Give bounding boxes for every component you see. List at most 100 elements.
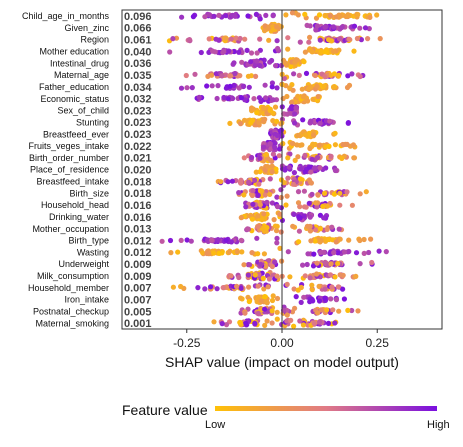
shap-point [337, 202, 343, 208]
shap-point [281, 180, 287, 186]
shap-point [291, 211, 297, 217]
shap-point [262, 294, 268, 300]
shap-point [296, 228, 302, 234]
shap-point [238, 215, 244, 221]
feature-importance: 0.023 [124, 105, 152, 117]
shap-point [236, 49, 242, 55]
shap-point [291, 323, 297, 329]
shap-point [238, 121, 244, 127]
shap-point [249, 154, 255, 161]
feature-importance: 0.007 [124, 283, 152, 295]
shap-point [251, 96, 257, 102]
shap-point [267, 141, 273, 147]
shap-point [216, 250, 222, 256]
shap-point [257, 36, 263, 42]
shap-point [322, 286, 328, 292]
shap-point [202, 14, 208, 20]
shap-point [309, 282, 315, 288]
shap-point [179, 14, 185, 20]
shap-point [376, 248, 382, 254]
shap-point [322, 74, 328, 80]
shap-point [175, 249, 181, 255]
shap-point [237, 319, 243, 326]
shap-point [178, 283, 184, 290]
feature-importance: 0.040 [124, 46, 152, 58]
shap-point [374, 12, 380, 18]
shap-point [283, 202, 289, 208]
shap-point [281, 75, 287, 82]
shap-point [294, 57, 300, 63]
shap-point [196, 94, 202, 100]
shap-point [274, 223, 280, 229]
shap-point [326, 37, 332, 43]
feature-importance: 0.096 [124, 11, 152, 23]
shap-point [229, 178, 235, 184]
shap-point [215, 83, 221, 89]
shap-point [357, 237, 363, 244]
shap-point [295, 189, 302, 195]
feature-label: Economic_status [40, 94, 109, 104]
shap-point [297, 39, 303, 45]
shap-point [303, 132, 309, 138]
feature-importance: 0.012 [124, 247, 152, 259]
x-tick-label: 0.25 [366, 336, 390, 350]
shap-point [345, 73, 351, 79]
shap-point [336, 226, 342, 232]
shap-point [345, 307, 351, 313]
shap-point [322, 24, 328, 30]
shap-point [245, 272, 251, 278]
shap-point [269, 200, 275, 206]
shap-point [274, 24, 280, 30]
shap-point [326, 143, 332, 149]
shap-point [320, 203, 326, 209]
shap-point [301, 294, 307, 300]
shap-point [262, 192, 268, 198]
shap-point [257, 62, 263, 69]
shap-point [310, 96, 316, 102]
shap-point [209, 237, 215, 243]
shap-point [291, 286, 297, 292]
feature-importance: 0.020 [124, 165, 152, 177]
dot-layer [159, 10, 389, 329]
shap-point [383, 249, 389, 255]
shap-point [227, 83, 233, 89]
shap-point [353, 273, 359, 279]
shap-point [258, 98, 264, 104]
shap-point [273, 228, 280, 234]
feature-importance: 0.012 [124, 235, 152, 247]
shap-point [250, 188, 256, 194]
shap-point [270, 151, 276, 157]
shap-point [167, 49, 173, 55]
shap-point [276, 153, 282, 159]
shap-point [324, 49, 330, 55]
shap-point [349, 202, 355, 208]
feature-label: Maternal_age [54, 70, 109, 80]
shap-point [262, 82, 268, 88]
shap-point [313, 27, 319, 33]
shap-point [249, 216, 255, 222]
shap-point [331, 71, 337, 77]
shap-point [206, 36, 212, 42]
shap-point [190, 14, 196, 20]
shap-point [226, 249, 232, 255]
shap-point [290, 223, 296, 229]
feature-importance: 0.066 [124, 23, 152, 35]
shap-point [314, 271, 320, 277]
shap-point [221, 94, 227, 101]
shap-point [257, 155, 263, 161]
shap-point [274, 203, 281, 210]
shap-point [308, 118, 314, 124]
shap-point [355, 308, 361, 314]
shap-point [202, 286, 208, 292]
feature-label: Maternal_smoking [35, 318, 109, 328]
shap-point [288, 317, 294, 323]
shap-point [307, 228, 313, 234]
shap-point [337, 13, 343, 19]
shap-point [308, 238, 314, 244]
shap-point [266, 276, 272, 282]
shap-point [292, 99, 298, 105]
shap-point [349, 307, 355, 314]
shap-point [231, 82, 237, 88]
shap-point [269, 308, 275, 314]
